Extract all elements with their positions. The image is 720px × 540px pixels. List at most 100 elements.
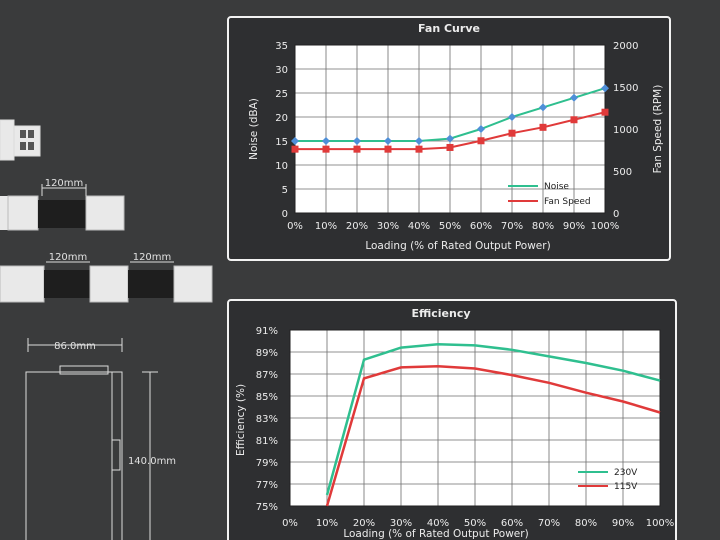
eff-x-tick-label: 70% (538, 518, 560, 529)
cable-drawing-2: 120mm 120mm (0, 252, 213, 303)
fan-x-tick-label: 40% (408, 221, 430, 232)
fan-x-tick-label: 10% (315, 221, 337, 232)
fan-left-tick-label: 30 (275, 65, 288, 76)
fan-curve-y2label: Fan Speed (RPM) (652, 85, 664, 174)
cable-length-label-3: 120mm (133, 252, 172, 263)
fan-left-tick-label: 35 (275, 41, 288, 52)
eff-y-tick-label: 85% (256, 392, 278, 403)
eff-y-tick-label: 77% (256, 480, 278, 491)
fan-left-tick-label: 0 (282, 209, 288, 220)
legend-label-115v: 115V (614, 482, 638, 492)
psu-outline-drawing: 86.0mm 140.0mm (25, 338, 176, 540)
fan-curve-right-ticks: 0 500 1000 1500 2000 (613, 41, 638, 220)
legend-label-noise: Noise (544, 182, 569, 192)
eff-y-tick-label: 89% (256, 348, 278, 359)
fan-x-tick-label: 50% (439, 221, 461, 232)
cable-length-label-1: 120mm (45, 178, 84, 189)
efficiency-legend: 230V 115V (578, 468, 638, 492)
legend-label-fan-speed: Fan Speed (544, 197, 591, 207)
height-dimension-label: 140.0mm (128, 456, 176, 467)
fan-curve-title: Fan Curve (418, 22, 480, 35)
fan-speed-point (508, 129, 516, 137)
series-line-115v (325, 365, 661, 507)
eff-x-tick-label: 40% (427, 518, 449, 529)
series-line-230v (325, 343, 661, 496)
eff-y-tick-label: 91% (256, 326, 278, 337)
fan-left-tick-label: 10 (275, 161, 288, 172)
cable-drawing-1: 120mm (0, 178, 125, 231)
fan-x-tick-label: 90% (563, 221, 585, 232)
fan-speed-point (353, 145, 361, 153)
fan-speed-point (477, 137, 485, 145)
fan-speed-point (415, 145, 423, 153)
noise-point (291, 137, 299, 145)
width-dimension-label: 86.0mm (54, 341, 96, 352)
fan-right-tick-label: 500 (613, 167, 632, 178)
fan-left-tick-label: 25 (275, 89, 288, 100)
noise-point (601, 84, 609, 93)
efficiency-title: Efficiency (411, 307, 470, 320)
fan-curve-panel: Fan Curve 0 5 10 15 20 25 30 35 0 500 1000 1500 200… (227, 16, 671, 261)
eff-y-tick-label: 83% (256, 414, 278, 425)
fan-right-tick-label: 0 (613, 209, 619, 220)
eff-x-tick-label: 30% (390, 518, 412, 529)
efficiency-panel: Efficiency 75% 77% 79% 81% 83% 85% 87% 89% 91% 0… (227, 299, 677, 540)
connector-drawing-1 (0, 119, 41, 161)
fan-right-tick-label: 1000 (613, 125, 638, 136)
fan-curve-ylabel: Noise (dBA) (248, 98, 260, 160)
fan-left-tick-label: 5 (282, 185, 288, 196)
noise-point (322, 137, 330, 145)
efficiency-x-ticks: 0% 10% 20% 30% 40% 50% 60% 70% 80% 90% 100% (282, 518, 674, 529)
cable-drawings: 120mm 120mm 120mm 86.0mm 140.0mm (0, 119, 213, 540)
eff-x-tick-label: 60% (501, 518, 523, 529)
eff-x-tick-label: 100% (646, 518, 675, 529)
fan-x-tick-label: 100% (591, 221, 620, 232)
eff-y-tick-label: 75% (256, 502, 278, 513)
eff-x-tick-label: 80% (575, 518, 597, 529)
fan-speed-point (446, 143, 454, 151)
fan-x-tick-label: 80% (532, 221, 554, 232)
noise-point (508, 113, 516, 121)
fan-speed-point (291, 145, 299, 153)
fan-right-tick-label: 2000 (613, 41, 638, 52)
fan-x-tick-label: 0% (287, 221, 303, 232)
fan-x-tick-label: 60% (470, 221, 492, 232)
fan-curve-x-ticks: 0% 10% 20% 30% 40% 50% 60% 70% 80% 90% 100% (287, 221, 619, 232)
eff-x-tick-label: 20% (353, 518, 375, 529)
fan-speed-point (384, 145, 392, 153)
eff-y-tick-label: 81% (256, 436, 278, 447)
fan-left-tick-label: 15 (275, 137, 288, 148)
fan-curve-xlabel: Loading (% of Rated Output Power) (365, 240, 550, 252)
fan-x-tick-label: 70% (501, 221, 523, 232)
noise-point (539, 103, 547, 112)
fan-curve-legend: Noise Fan Speed (508, 182, 591, 207)
noise-point (384, 137, 392, 145)
fan-x-tick-label: 20% (346, 221, 368, 232)
noise-point (570, 93, 578, 102)
fan-right-tick-label: 1500 (613, 83, 638, 94)
fan-curve-left-ticks: 0 5 10 15 20 25 30 35 (275, 41, 288, 220)
efficiency-xlabel: Loading (% of Rated Output Power) (343, 528, 528, 540)
efficiency-y-ticks: 75% 77% 79% 81% 83% 85% 87% 89% 91% (256, 326, 278, 513)
efficiency-ylabel: Efficiency (%) (235, 384, 247, 456)
fan-speed-point (601, 108, 609, 116)
fan-x-tick-label: 30% (377, 221, 399, 232)
eff-x-tick-label: 50% (464, 518, 486, 529)
fan-left-tick-label: 20 (275, 113, 288, 124)
legend-label-230v: 230V (614, 468, 638, 478)
eff-x-tick-label: 0% (282, 518, 298, 529)
cable-length-label-2: 120mm (49, 252, 88, 263)
noise-point (446, 134, 454, 143)
eff-y-tick-label: 87% (256, 370, 278, 381)
fan-speed-point (570, 116, 578, 124)
noise-point (353, 137, 361, 145)
fan-speed-point (539, 123, 547, 131)
eff-y-tick-label: 79% (256, 458, 278, 469)
noise-point (415, 137, 423, 145)
fan-speed-point (322, 145, 330, 153)
noise-point (477, 125, 485, 133)
eff-x-tick-label: 90% (612, 518, 634, 529)
eff-x-tick-label: 10% (316, 518, 338, 529)
efficiency-series (325, 343, 661, 507)
